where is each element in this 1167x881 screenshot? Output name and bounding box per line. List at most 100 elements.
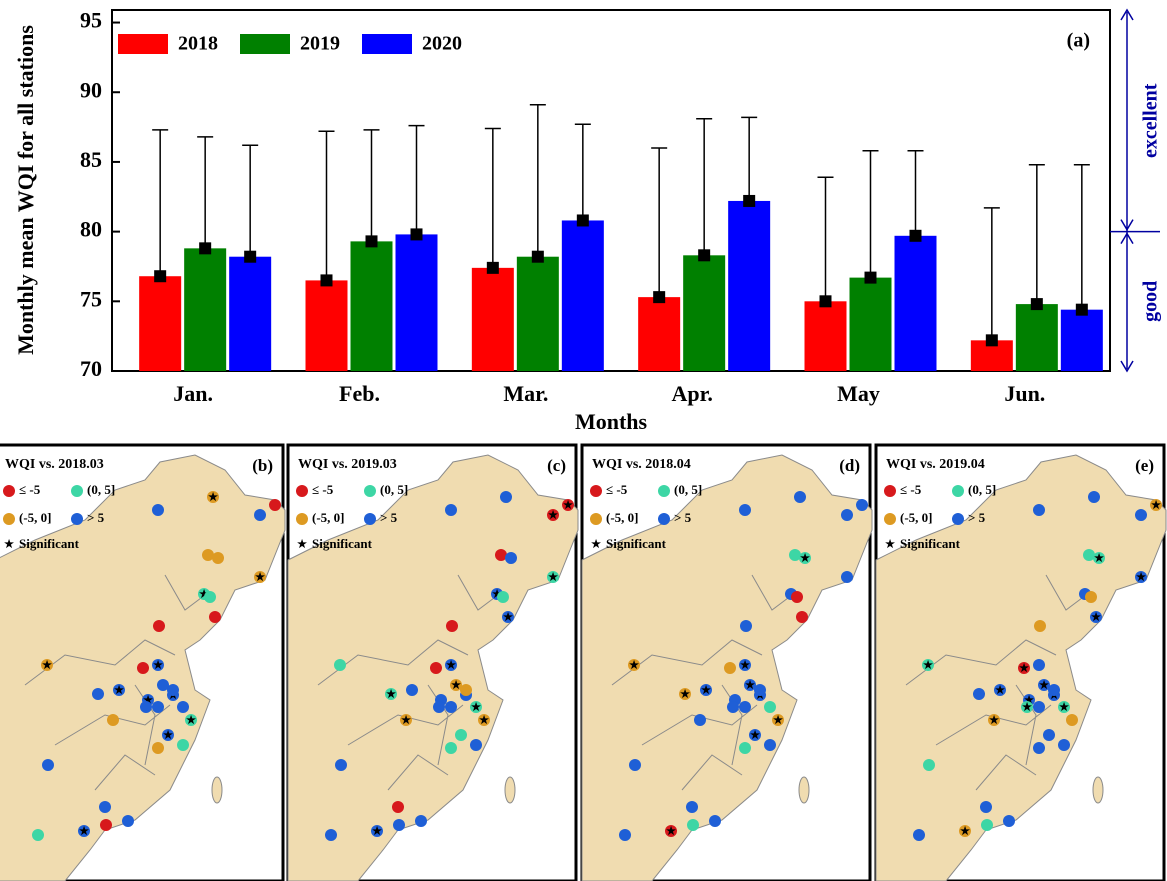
station-dot [415, 815, 427, 827]
map-label: (d) [839, 456, 860, 475]
error-bar [907, 150, 924, 236]
error-bar [696, 117, 713, 256]
legend-dot [590, 513, 602, 525]
station-dot [841, 571, 853, 583]
bar [561, 220, 604, 371]
station-dot [92, 688, 104, 700]
significance-star: ★ [701, 685, 711, 697]
significance-star: ★ [800, 553, 810, 565]
significance-star: ★ [1094, 553, 1104, 565]
station-dot [1043, 729, 1055, 741]
legend-dot [952, 513, 964, 525]
station-dot [727, 701, 739, 713]
station-dot [959, 825, 971, 837]
station-dot [764, 701, 776, 713]
legend-label: (-5, 0] [312, 510, 345, 525]
y-tick-label: 95 [80, 8, 102, 33]
map-title: WQI vs. 2018.04 [592, 457, 691, 472]
legend-dot [590, 485, 602, 497]
mean-marker [819, 295, 832, 308]
legend-dot [884, 513, 896, 525]
legend-label: 2020 [422, 33, 462, 55]
station-dot [1033, 742, 1045, 754]
station-dot [687, 819, 699, 831]
station-dot [764, 739, 776, 751]
legend-label: (-5, 0] [900, 510, 933, 525]
bar [395, 234, 438, 371]
station-dot [450, 679, 462, 691]
mean-marker [864, 271, 877, 284]
error-bar [408, 124, 425, 235]
bar [184, 248, 227, 371]
error-bar [242, 144, 259, 257]
legend-swatch [240, 34, 290, 54]
significance-star: ★ [114, 685, 124, 697]
station-dot [547, 509, 559, 521]
x-tick-label: Feb. [339, 381, 380, 406]
significance-star: ★ [745, 680, 755, 692]
legend-star: ★ [591, 539, 601, 551]
legend-label: (0, 5] [380, 482, 408, 497]
plot-frame [111, 9, 1111, 372]
map-panel: ★ ★ ★ ★ ★ ★ ★ ★ ★ ★ ★ WQI vs. 2018.03 (b) ≤ -5 (0, 5] (… [0, 443, 286, 881]
legend-star: ★ [885, 539, 895, 551]
mean-marker [199, 242, 212, 255]
station-dot [1088, 491, 1100, 503]
class-arrow [1120, 360, 1134, 373]
station-dot [619, 829, 631, 841]
station-dot [1150, 499, 1162, 511]
station-dot [1090, 611, 1102, 623]
mean-marker [244, 250, 257, 263]
station-dot [153, 620, 165, 632]
station-dot [980, 801, 992, 813]
station-dot [470, 739, 482, 751]
significance-star: ★ [989, 715, 999, 727]
error-bar [983, 207, 1000, 341]
station-dot [1003, 815, 1015, 827]
bar [1060, 309, 1103, 371]
bar [638, 297, 681, 371]
station-dot [122, 815, 134, 827]
bar [305, 280, 348, 371]
error-bar [363, 129, 380, 242]
mean-marker [154, 270, 167, 283]
legend-swatch [362, 34, 412, 54]
station-dot [113, 684, 125, 696]
station-dot [754, 684, 766, 696]
station-dot [445, 659, 457, 671]
map-label: (b) [252, 456, 273, 475]
error-bar [574, 123, 591, 221]
station-dot [254, 509, 266, 521]
station-dot [1085, 591, 1097, 603]
station-dot [505, 552, 517, 564]
legend-label: ≤ -5 [900, 482, 922, 497]
station-dot [1048, 684, 1060, 696]
significance-star: ★ [143, 695, 153, 707]
station-dot [1033, 701, 1045, 713]
station-dot [628, 659, 640, 671]
significance-star: ★ [629, 660, 639, 672]
error-bar [817, 176, 834, 302]
class-label: good [1140, 281, 1162, 322]
significance-star: ★ [153, 660, 163, 672]
bar [516, 256, 559, 371]
station-dot [502, 611, 514, 623]
station-dot [497, 591, 509, 603]
station-dot [1034, 620, 1046, 632]
station-dot [1033, 504, 1045, 516]
bar [229, 256, 272, 371]
mean-marker [653, 291, 666, 304]
error-bar [651, 147, 668, 298]
station-dot [740, 620, 752, 632]
station-dot [185, 714, 197, 726]
legend-label: Significant [19, 536, 80, 551]
significance-star: ★ [386, 689, 396, 701]
station-dot [209, 611, 221, 623]
station-dot [495, 549, 507, 561]
mean-marker [531, 250, 544, 263]
legend-label: Significant [312, 536, 373, 551]
significance-star: ★ [1039, 680, 1049, 692]
mean-marker [1030, 298, 1043, 311]
station-dot [478, 714, 490, 726]
class-arrow [1120, 219, 1134, 232]
